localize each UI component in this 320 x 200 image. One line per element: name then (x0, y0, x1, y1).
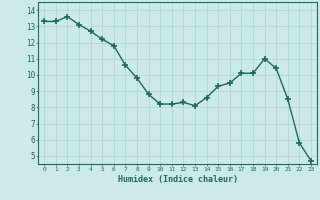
X-axis label: Humidex (Indice chaleur): Humidex (Indice chaleur) (118, 175, 238, 184)
